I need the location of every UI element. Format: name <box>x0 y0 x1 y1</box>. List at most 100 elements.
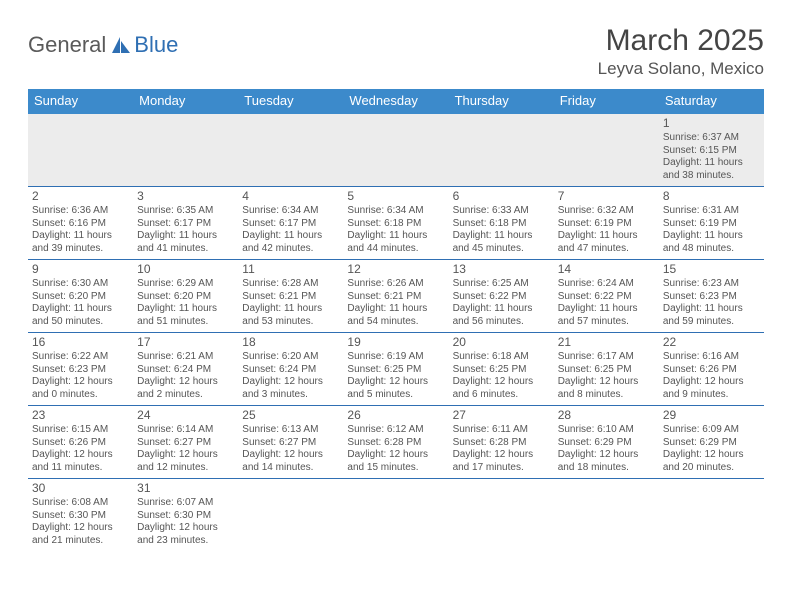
daylight-text: Daylight: 12 hours and 21 minutes. <box>32 522 129 547</box>
day-number: 14 <box>558 262 655 277</box>
sunrise-text: Sunrise: 6:14 AM <box>137 424 234 437</box>
calendar-cell: 12Sunrise: 6:26 AMSunset: 6:21 PMDayligh… <box>343 260 448 333</box>
sunset-text: Sunset: 6:25 PM <box>453 364 550 377</box>
sunrise-text: Sunrise: 6:32 AM <box>558 205 655 218</box>
weekday-header: Thursday <box>449 89 554 114</box>
daylight-text: Daylight: 11 hours and 45 minutes. <box>453 230 550 255</box>
calendar-page: General Blue March 2025 Leyva Solano, Me… <box>0 0 792 551</box>
calendar-week-row: 2Sunrise: 6:36 AMSunset: 6:16 PMDaylight… <box>28 187 764 260</box>
day-number: 23 <box>32 408 129 423</box>
calendar-cell: 9Sunrise: 6:30 AMSunset: 6:20 PMDaylight… <box>28 260 133 333</box>
calendar-cell: 23Sunrise: 6:15 AMSunset: 6:26 PMDayligh… <box>28 406 133 479</box>
sunrise-text: Sunrise: 6:26 AM <box>347 278 444 291</box>
day-number: 12 <box>347 262 444 277</box>
daylight-text: Daylight: 11 hours and 41 minutes. <box>137 230 234 255</box>
calendar-cell: 29Sunrise: 6:09 AMSunset: 6:29 PMDayligh… <box>659 406 764 479</box>
sunset-text: Sunset: 6:22 PM <box>453 291 550 304</box>
calendar-cell-empty <box>659 479 764 552</box>
day-number: 18 <box>242 335 339 350</box>
day-number: 13 <box>453 262 550 277</box>
day-number: 4 <box>242 189 339 204</box>
sunset-text: Sunset: 6:19 PM <box>663 218 760 231</box>
calendar-cell: 15Sunrise: 6:23 AMSunset: 6:23 PMDayligh… <box>659 260 764 333</box>
calendar-week-row: 1Sunrise: 6:37 AMSunset: 6:15 PMDaylight… <box>28 114 764 187</box>
calendar-cell: 31Sunrise: 6:07 AMSunset: 6:30 PMDayligh… <box>133 479 238 552</box>
daylight-text: Daylight: 11 hours and 42 minutes. <box>242 230 339 255</box>
sunrise-text: Sunrise: 6:18 AM <box>453 351 550 364</box>
sunrise-text: Sunrise: 6:12 AM <box>347 424 444 437</box>
sunrise-text: Sunrise: 6:22 AM <box>32 351 129 364</box>
sunrise-text: Sunrise: 6:13 AM <box>242 424 339 437</box>
calendar-cell: 25Sunrise: 6:13 AMSunset: 6:27 PMDayligh… <box>238 406 343 479</box>
sunset-text: Sunset: 6:25 PM <box>347 364 444 377</box>
calendar-cell: 21Sunrise: 6:17 AMSunset: 6:25 PMDayligh… <box>554 333 659 406</box>
daylight-text: Daylight: 11 hours and 53 minutes. <box>242 303 339 328</box>
sunset-text: Sunset: 6:26 PM <box>663 364 760 377</box>
sunrise-text: Sunrise: 6:30 AM <box>32 278 129 291</box>
sunrise-text: Sunrise: 6:24 AM <box>558 278 655 291</box>
sunrise-text: Sunrise: 6:34 AM <box>242 205 339 218</box>
sunrise-text: Sunrise: 6:11 AM <box>453 424 550 437</box>
day-number: 20 <box>453 335 550 350</box>
daylight-text: Daylight: 11 hours and 44 minutes. <box>347 230 444 255</box>
sunrise-text: Sunrise: 6:37 AM <box>663 132 760 145</box>
sunset-text: Sunset: 6:29 PM <box>558 437 655 450</box>
page-header: General Blue March 2025 Leyva Solano, Me… <box>28 24 764 79</box>
daylight-text: Daylight: 12 hours and 15 minutes. <box>347 449 444 474</box>
day-number: 30 <box>32 481 129 496</box>
sunset-text: Sunset: 6:17 PM <box>242 218 339 231</box>
sunset-text: Sunset: 6:23 PM <box>32 364 129 377</box>
calendar-cell: 24Sunrise: 6:14 AMSunset: 6:27 PMDayligh… <box>133 406 238 479</box>
calendar-cell: 3Sunrise: 6:35 AMSunset: 6:17 PMDaylight… <box>133 187 238 260</box>
calendar-cell: 27Sunrise: 6:11 AMSunset: 6:28 PMDayligh… <box>449 406 554 479</box>
daylight-text: Daylight: 12 hours and 2 minutes. <box>137 376 234 401</box>
daylight-text: Daylight: 12 hours and 5 minutes. <box>347 376 444 401</box>
calendar-cell: 13Sunrise: 6:25 AMSunset: 6:22 PMDayligh… <box>449 260 554 333</box>
day-number: 31 <box>137 481 234 496</box>
sunset-text: Sunset: 6:17 PM <box>137 218 234 231</box>
calendar-cell: 16Sunrise: 6:22 AMSunset: 6:23 PMDayligh… <box>28 333 133 406</box>
sunrise-text: Sunrise: 6:17 AM <box>558 351 655 364</box>
calendar-cell-empty <box>449 114 554 187</box>
sunset-text: Sunset: 6:20 PM <box>137 291 234 304</box>
day-number: 15 <box>663 262 760 277</box>
calendar-week-row: 30Sunrise: 6:08 AMSunset: 6:30 PMDayligh… <box>28 479 764 552</box>
brand-gray: General <box>28 32 106 58</box>
calendar-cell-empty <box>554 114 659 187</box>
day-number: 16 <box>32 335 129 350</box>
sunset-text: Sunset: 6:21 PM <box>347 291 444 304</box>
day-number: 19 <box>347 335 444 350</box>
daylight-text: Daylight: 12 hours and 6 minutes. <box>453 376 550 401</box>
day-number: 2 <box>32 189 129 204</box>
calendar-cell: 28Sunrise: 6:10 AMSunset: 6:29 PMDayligh… <box>554 406 659 479</box>
calendar-cell: 4Sunrise: 6:34 AMSunset: 6:17 PMDaylight… <box>238 187 343 260</box>
sunset-text: Sunset: 6:28 PM <box>347 437 444 450</box>
day-number: 9 <box>32 262 129 277</box>
weekday-header: Wednesday <box>343 89 448 114</box>
calendar-cell: 2Sunrise: 6:36 AMSunset: 6:16 PMDaylight… <box>28 187 133 260</box>
calendar-cell-empty <box>238 479 343 552</box>
sunrise-text: Sunrise: 6:07 AM <box>137 497 234 510</box>
calendar-cell-empty <box>238 114 343 187</box>
calendar-week-row: 23Sunrise: 6:15 AMSunset: 6:26 PMDayligh… <box>28 406 764 479</box>
sunset-text: Sunset: 6:18 PM <box>453 218 550 231</box>
daylight-text: Daylight: 12 hours and 17 minutes. <box>453 449 550 474</box>
day-number: 29 <box>663 408 760 423</box>
day-number: 7 <box>558 189 655 204</box>
day-number: 1 <box>663 116 760 131</box>
sunset-text: Sunset: 6:30 PM <box>32 510 129 523</box>
sunrise-text: Sunrise: 6:09 AM <box>663 424 760 437</box>
day-number: 6 <box>453 189 550 204</box>
sunset-text: Sunset: 6:27 PM <box>137 437 234 450</box>
daylight-text: Daylight: 12 hours and 8 minutes. <box>558 376 655 401</box>
calendar-cell: 11Sunrise: 6:28 AMSunset: 6:21 PMDayligh… <box>238 260 343 333</box>
sunset-text: Sunset: 6:19 PM <box>558 218 655 231</box>
calendar-cell: 20Sunrise: 6:18 AMSunset: 6:25 PMDayligh… <box>449 333 554 406</box>
sunrise-text: Sunrise: 6:20 AM <box>242 351 339 364</box>
daylight-text: Daylight: 12 hours and 3 minutes. <box>242 376 339 401</box>
calendar-table: Sunday Monday Tuesday Wednesday Thursday… <box>28 89 764 551</box>
sunset-text: Sunset: 6:29 PM <box>663 437 760 450</box>
weekday-header: Friday <box>554 89 659 114</box>
sunrise-text: Sunrise: 6:23 AM <box>663 278 760 291</box>
day-number: 17 <box>137 335 234 350</box>
